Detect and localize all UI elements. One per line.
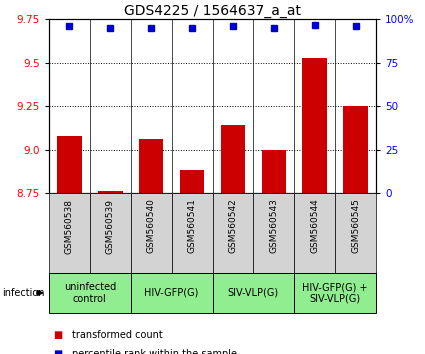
Text: ■: ■ <box>53 330 62 339</box>
Bar <box>49 273 131 313</box>
Bar <box>221 125 245 193</box>
Bar <box>98 191 122 193</box>
Bar <box>90 193 131 273</box>
Text: GSM560543: GSM560543 <box>269 199 278 253</box>
Text: GSM560538: GSM560538 <box>65 199 74 253</box>
Text: ■: ■ <box>53 349 62 354</box>
Text: GSM560540: GSM560540 <box>147 199 156 253</box>
Text: GSM560544: GSM560544 <box>310 199 319 253</box>
Bar <box>294 273 376 313</box>
Bar <box>294 193 335 273</box>
Text: GSM560539: GSM560539 <box>106 199 115 253</box>
Bar <box>212 273 294 313</box>
Bar <box>180 170 204 193</box>
Bar <box>131 273 212 313</box>
Bar <box>57 136 82 193</box>
Text: SIV-VLP(G): SIV-VLP(G) <box>228 288 279 298</box>
Bar <box>49 193 90 273</box>
Text: GSM560541: GSM560541 <box>187 199 196 253</box>
Bar <box>343 106 368 193</box>
Text: uninfected
control: uninfected control <box>64 282 116 304</box>
Text: transformed count: transformed count <box>72 330 163 339</box>
Text: GSM560542: GSM560542 <box>229 199 238 253</box>
Text: infection: infection <box>2 288 45 298</box>
Text: HIV-GFP(G) +
SIV-VLP(G): HIV-GFP(G) + SIV-VLP(G) <box>303 282 368 304</box>
Bar <box>261 150 286 193</box>
Bar <box>335 193 376 273</box>
Bar <box>131 193 172 273</box>
Bar <box>172 193 212 273</box>
Text: GSM560545: GSM560545 <box>351 199 360 253</box>
Bar <box>212 193 253 273</box>
Bar <box>253 193 294 273</box>
Text: percentile rank within the sample: percentile rank within the sample <box>72 349 237 354</box>
Text: HIV-GFP(G): HIV-GFP(G) <box>144 288 199 298</box>
Bar <box>139 139 163 193</box>
Title: GDS4225 / 1564637_a_at: GDS4225 / 1564637_a_at <box>124 5 301 18</box>
Bar <box>303 58 327 193</box>
